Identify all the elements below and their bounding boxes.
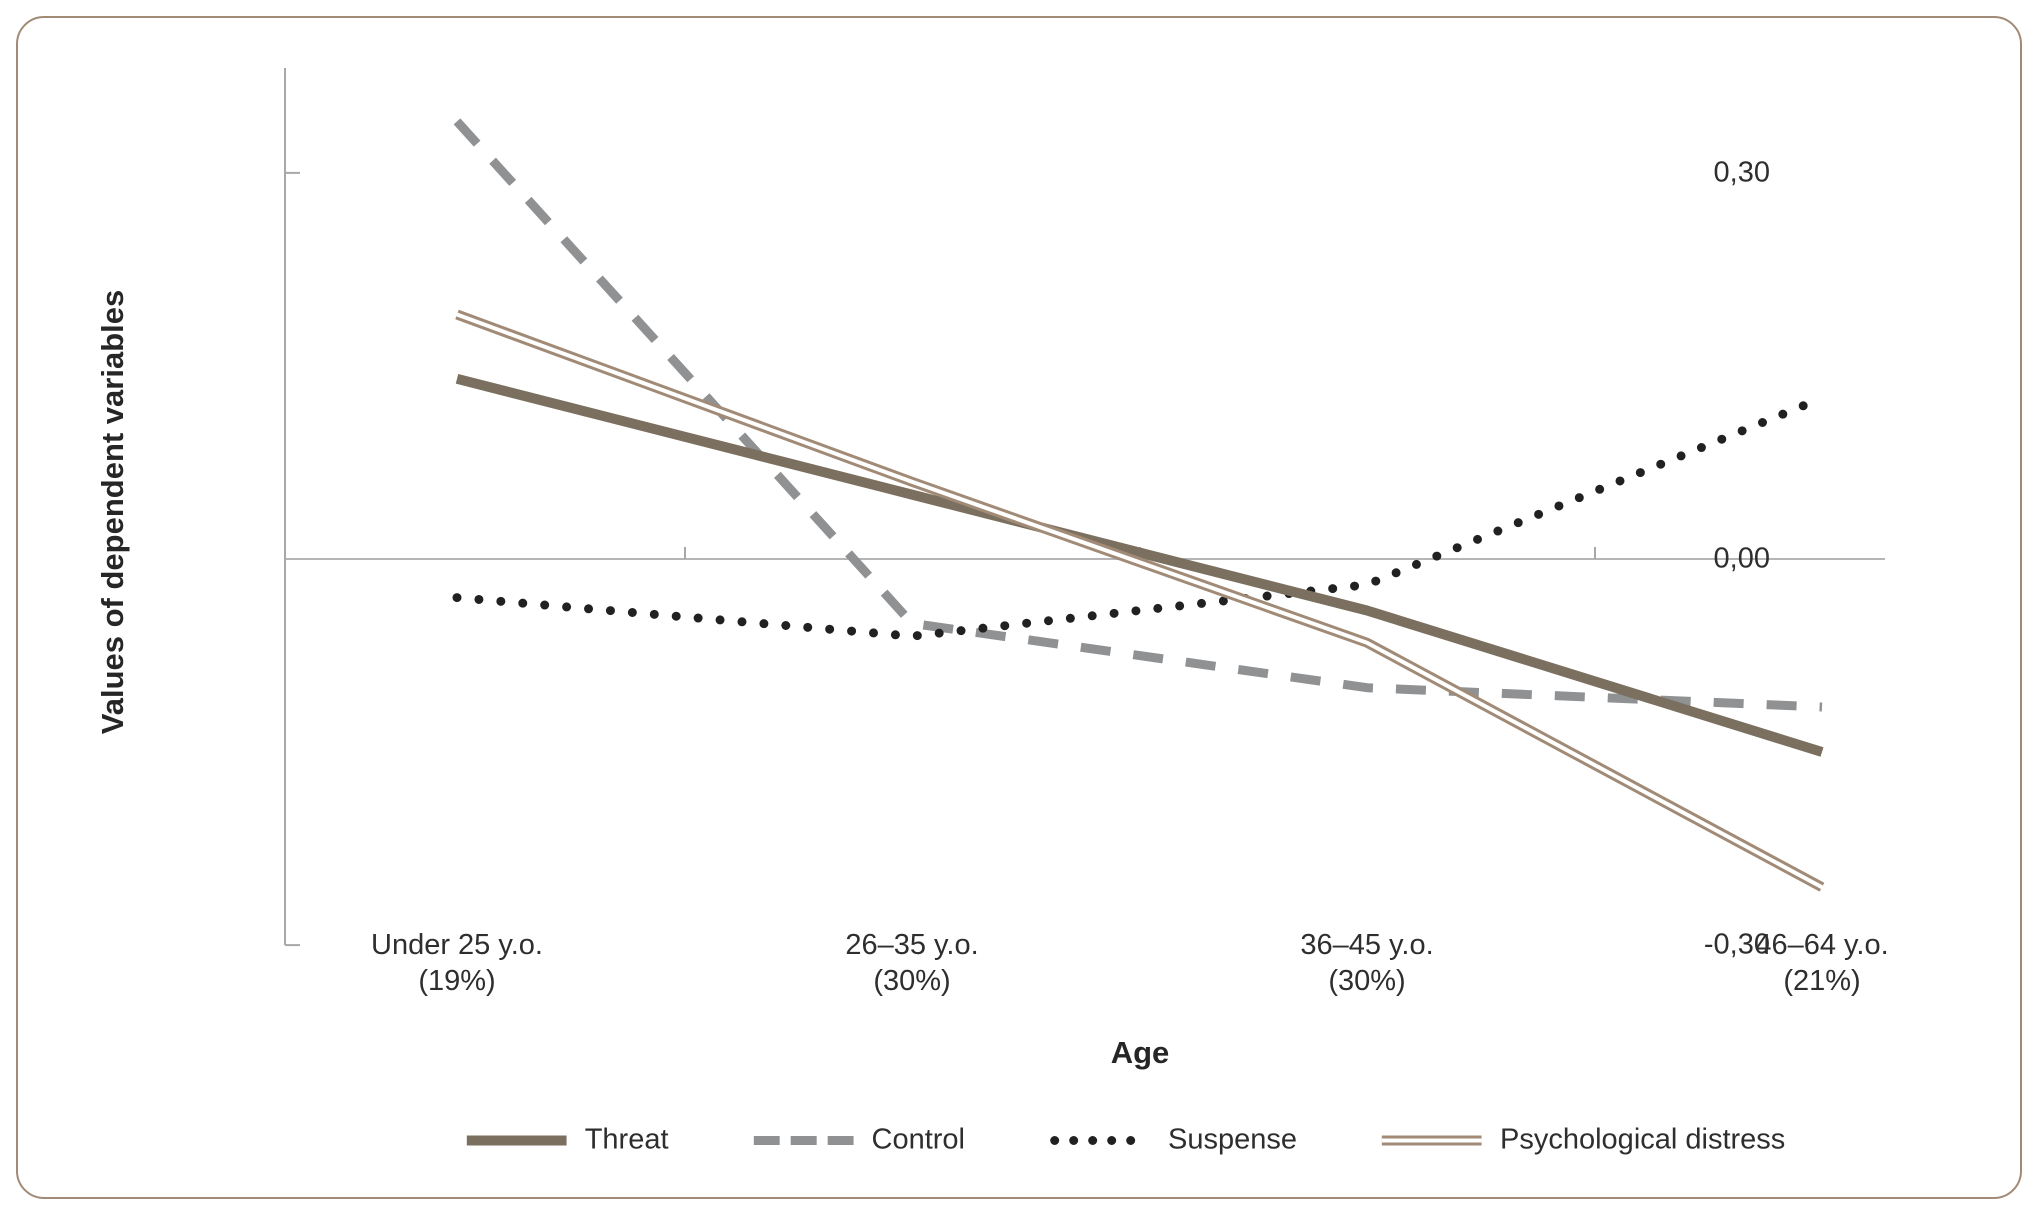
series-line-psychological-distress-core [456,312,1823,889]
category-label: 26–35 y.o. [845,929,979,961]
category-label-group: 26–35 y.o. (30%) [752,927,1072,999]
legend: Threat Control Suspense Psychological distr… [466,1123,1785,1157]
category-label-group: 36–45 y.o. (30%) [1207,927,1527,999]
series-line-suspense [452,393,1827,641]
legend-label: Threat [584,1123,669,1156]
category-label-group: 46–64 y.o. (21%) [1662,927,1982,999]
series-line-psychological-distress [455,309,1825,892]
category-share-label: (30%) [1328,965,1406,997]
legend-double-line-swatch [1382,1135,1483,1145]
category-share-label: (19%) [418,965,496,997]
category-label: Under 25 y.o. [371,929,543,961]
category-label: 36–45 y.o. [1300,929,1434,961]
y-tick-label: -0,30 [1703,928,1770,961]
legend-item: Control [753,1123,966,1157]
legend-item: Threat [466,1123,669,1157]
legend-label: Control [871,1123,966,1156]
category-label-group: Under 25 y.o. (19%) [297,927,617,999]
category-label: 46–64 y.o. [1755,929,1889,961]
legend-label: Psychological distress [1500,1123,1786,1156]
legend-dashed-line-swatch [753,1135,854,1145]
category-share-label: (21%) [1783,965,1861,997]
series-line-control [453,118,1823,712]
legend-item: Psychological distress [1382,1124,1785,1157]
legend-item: Suspense [1050,1124,1297,1157]
y-axis-title: Values of dependent variables [95,289,130,735]
legend-solid-line-swatch [466,1135,567,1145]
y-tick-label: 0,30 [1713,156,1770,189]
x-axis-title: Age [1110,1035,1170,1070]
series-line-threat [455,373,1824,757]
legend-dotted-line-swatch [1050,1135,1151,1145]
legend-label: Suspense [1168,1123,1298,1156]
y-tick-label: 0,00 [1713,542,1770,575]
category-share-label: (30%) [873,965,951,997]
